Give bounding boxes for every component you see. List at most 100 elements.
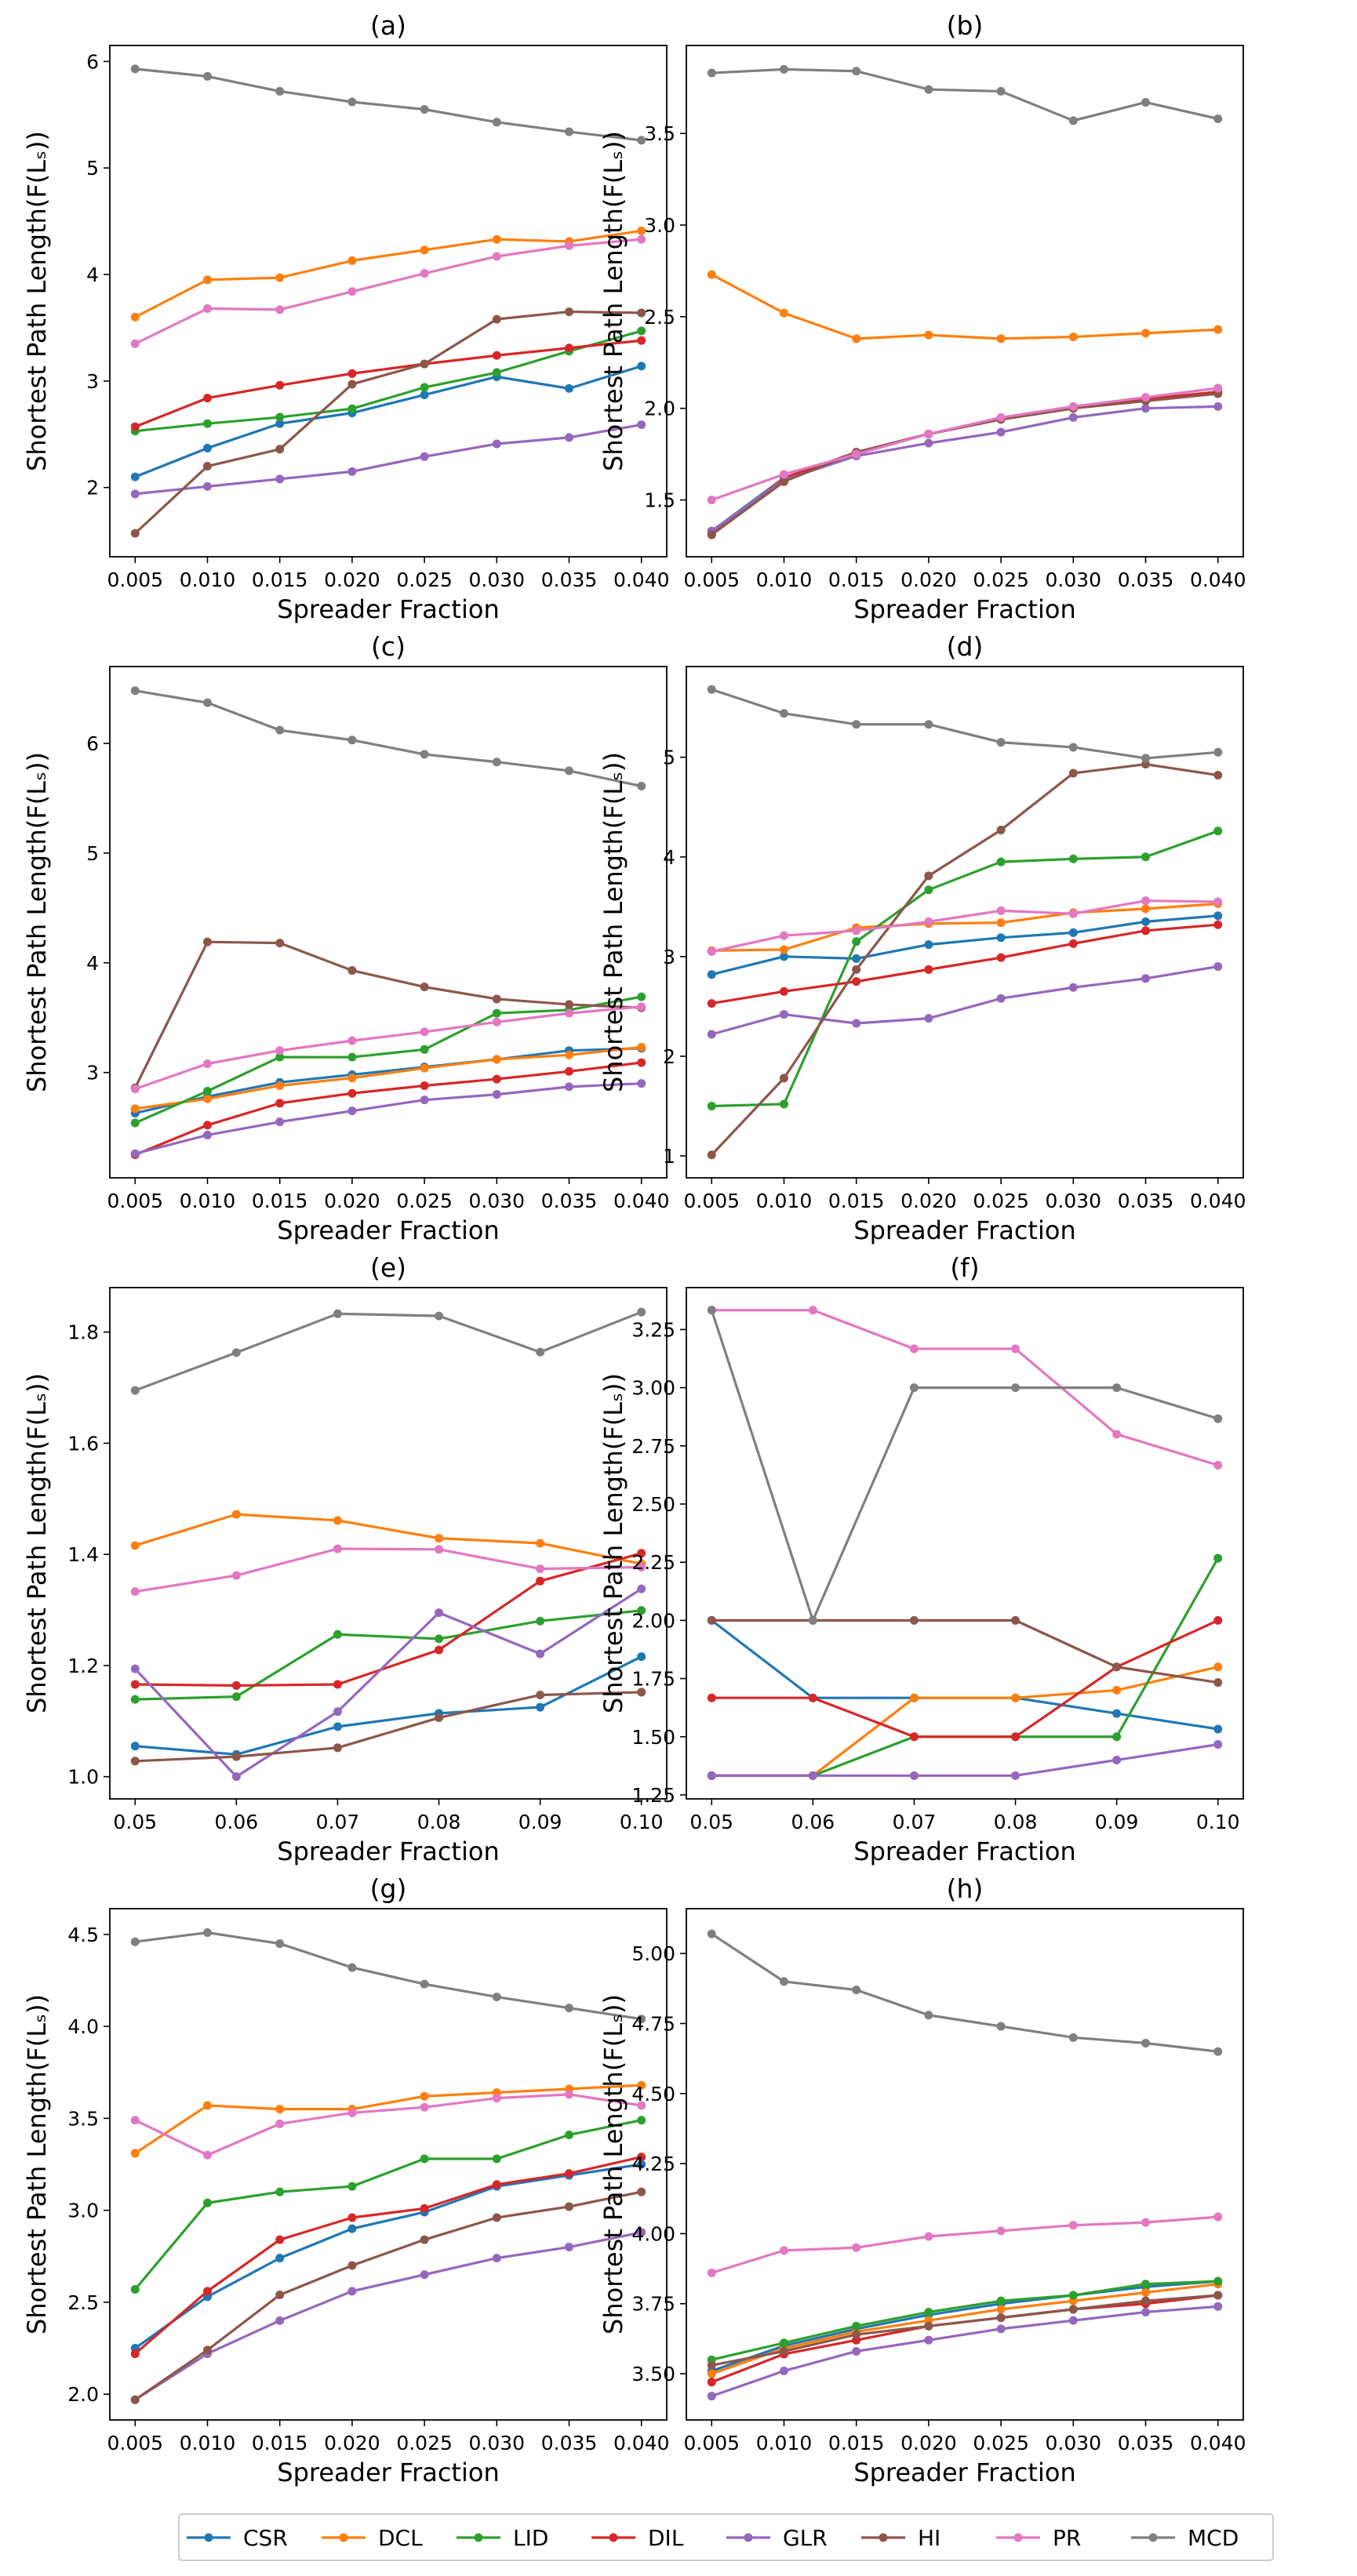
data-point-mcd	[924, 720, 933, 729]
data-point-lid	[333, 1630, 342, 1639]
data-point-dcl	[435, 1534, 444, 1543]
x-tick-label-h: 0.010	[756, 2432, 813, 2454]
data-point-dcl	[779, 945, 788, 954]
data-point-pr	[1213, 2212, 1223, 2222]
data-point-hi	[435, 1713, 444, 1723]
data-point-mcd	[130, 64, 140, 74]
legend: CSR DCL LID DIL GLR HI PR MCD	[178, 2513, 1274, 2561]
data-point-mcd	[333, 1309, 342, 1318]
data-point-glr	[637, 1079, 646, 1088]
data-point-csr	[707, 970, 716, 979]
data-point-glr	[779, 1010, 788, 1019]
data-point-mcd	[779, 709, 788, 718]
data-point-dil	[808, 1693, 817, 1702]
series-dcl-e	[130, 1510, 646, 1568]
data-point-glr	[1068, 2316, 1078, 2325]
legend-item-pr: PR	[996, 2525, 1081, 2551]
data-point-glr	[420, 2270, 429, 2280]
x-tick-label-c: 0.035	[541, 1190, 598, 1212]
data-point-dil	[779, 986, 788, 996]
legend-marker-hi	[879, 2533, 888, 2542]
data-point-mcd	[202, 1927, 212, 1937]
x-tick-label-h: 0.015	[828, 2432, 885, 2454]
data-point-hi	[779, 1074, 788, 1083]
y-tick-label-f: 2.50	[631, 1493, 675, 1516]
legend-item-lid: LID	[457, 2525, 548, 2551]
data-point-pr	[808, 1306, 817, 1315]
data-point-glr	[1011, 1771, 1020, 1780]
data-point-dcl	[1213, 1662, 1223, 1672]
data-point-pr	[852, 449, 861, 459]
subplot-title-h: (h)	[947, 1873, 984, 1904]
y-tick-label-g: 2.0	[67, 2383, 99, 2406]
data-point-pr	[1141, 393, 1151, 402]
x-tick-label-a: 0.025	[396, 569, 453, 591]
x-tick-label-e: 0.09	[518, 1811, 562, 1833]
data-point-mcd	[420, 1979, 429, 1989]
data-point-hi	[1068, 768, 1078, 778]
data-point-dil	[420, 1081, 429, 1090]
data-point-csr	[996, 933, 1006, 943]
series-line-mcd	[135, 1931, 642, 2021]
data-point-lid	[565, 2130, 574, 2139]
subplot-g: (g) 0.005 0.010 0.015 0.020 0.025 0.030 0.035 0.…	[22, 1873, 670, 2487]
data-point-hi	[130, 2395, 140, 2404]
series-dil-f	[707, 1615, 1223, 1742]
series-pr-h	[707, 2212, 1223, 2277]
series-pr-b	[707, 383, 1223, 505]
series-line-hi	[134, 2190, 642, 2401]
plot-frame-a	[109, 45, 668, 558]
data-point-hi	[492, 314, 501, 324]
data-point-mcd	[275, 725, 285, 735]
data-point-glr	[996, 994, 1006, 1003]
data-point-dil	[333, 1680, 342, 1689]
data-point-glr	[637, 1584, 646, 1593]
legend-label-hi: HI	[918, 2525, 940, 2551]
data-point-csr	[1112, 1709, 1122, 1718]
data-point-csr	[275, 2254, 285, 2263]
legend-item-hi: HI	[861, 2525, 940, 2551]
series-pr-e	[130, 1544, 646, 1597]
x-tick-label-d: 0.030	[1046, 1190, 1102, 1212]
data-point-mcd	[1213, 114, 1223, 123]
data-point-mcd	[347, 736, 357, 745]
data-point-dil	[909, 1732, 919, 1742]
y-tick-label-f: 1.50	[631, 1726, 675, 1749]
series-line-dil	[134, 2156, 642, 2355]
data-point-lid	[1213, 827, 1223, 836]
data-point-hi	[1112, 1662, 1122, 1672]
x-tick-label-e: 0.06	[215, 1811, 259, 1833]
data-point-mcd	[1141, 754, 1151, 763]
data-point-hi	[565, 307, 574, 317]
series-line-pr	[134, 1005, 642, 1091]
data-point-glr	[275, 474, 285, 484]
data-point-glr	[333, 1707, 342, 1717]
data-point-mcd	[1141, 2038, 1151, 2047]
series-line-dcl	[711, 273, 1218, 340]
data-point-pr	[492, 252, 501, 261]
series-glr-h	[707, 2302, 1223, 2401]
series-line-lid	[711, 1557, 1220, 1777]
series-line-dil	[135, 1552, 642, 1688]
data-point-dil	[1213, 920, 1223, 929]
data-point-pr	[996, 2226, 1006, 2236]
data-point-hi	[202, 937, 212, 946]
data-point-hi	[492, 994, 501, 1004]
data-point-hi	[275, 939, 285, 948]
data-point-glr	[492, 2254, 501, 2263]
series-line-lid	[711, 391, 1218, 536]
data-point-glr	[231, 1772, 241, 1782]
legend-label-dil: DIL	[648, 2525, 684, 2551]
data-point-dcl	[1112, 1685, 1122, 1695]
x-tick-label-a: 0.005	[107, 569, 163, 591]
data-point-hi	[637, 2187, 646, 2196]
data-point-glr	[130, 1664, 140, 1673]
data-point-hi	[1213, 2291, 1223, 2300]
data-point-csr	[202, 443, 212, 452]
series-line-dil	[134, 1061, 642, 1157]
data-point-dil	[924, 965, 933, 974]
data-point-lid	[420, 1045, 429, 1054]
y-tick-label-a: 6	[86, 50, 99, 73]
y-tick-label-h: 4.00	[631, 2222, 675, 2245]
data-point-dil	[275, 1099, 285, 1108]
